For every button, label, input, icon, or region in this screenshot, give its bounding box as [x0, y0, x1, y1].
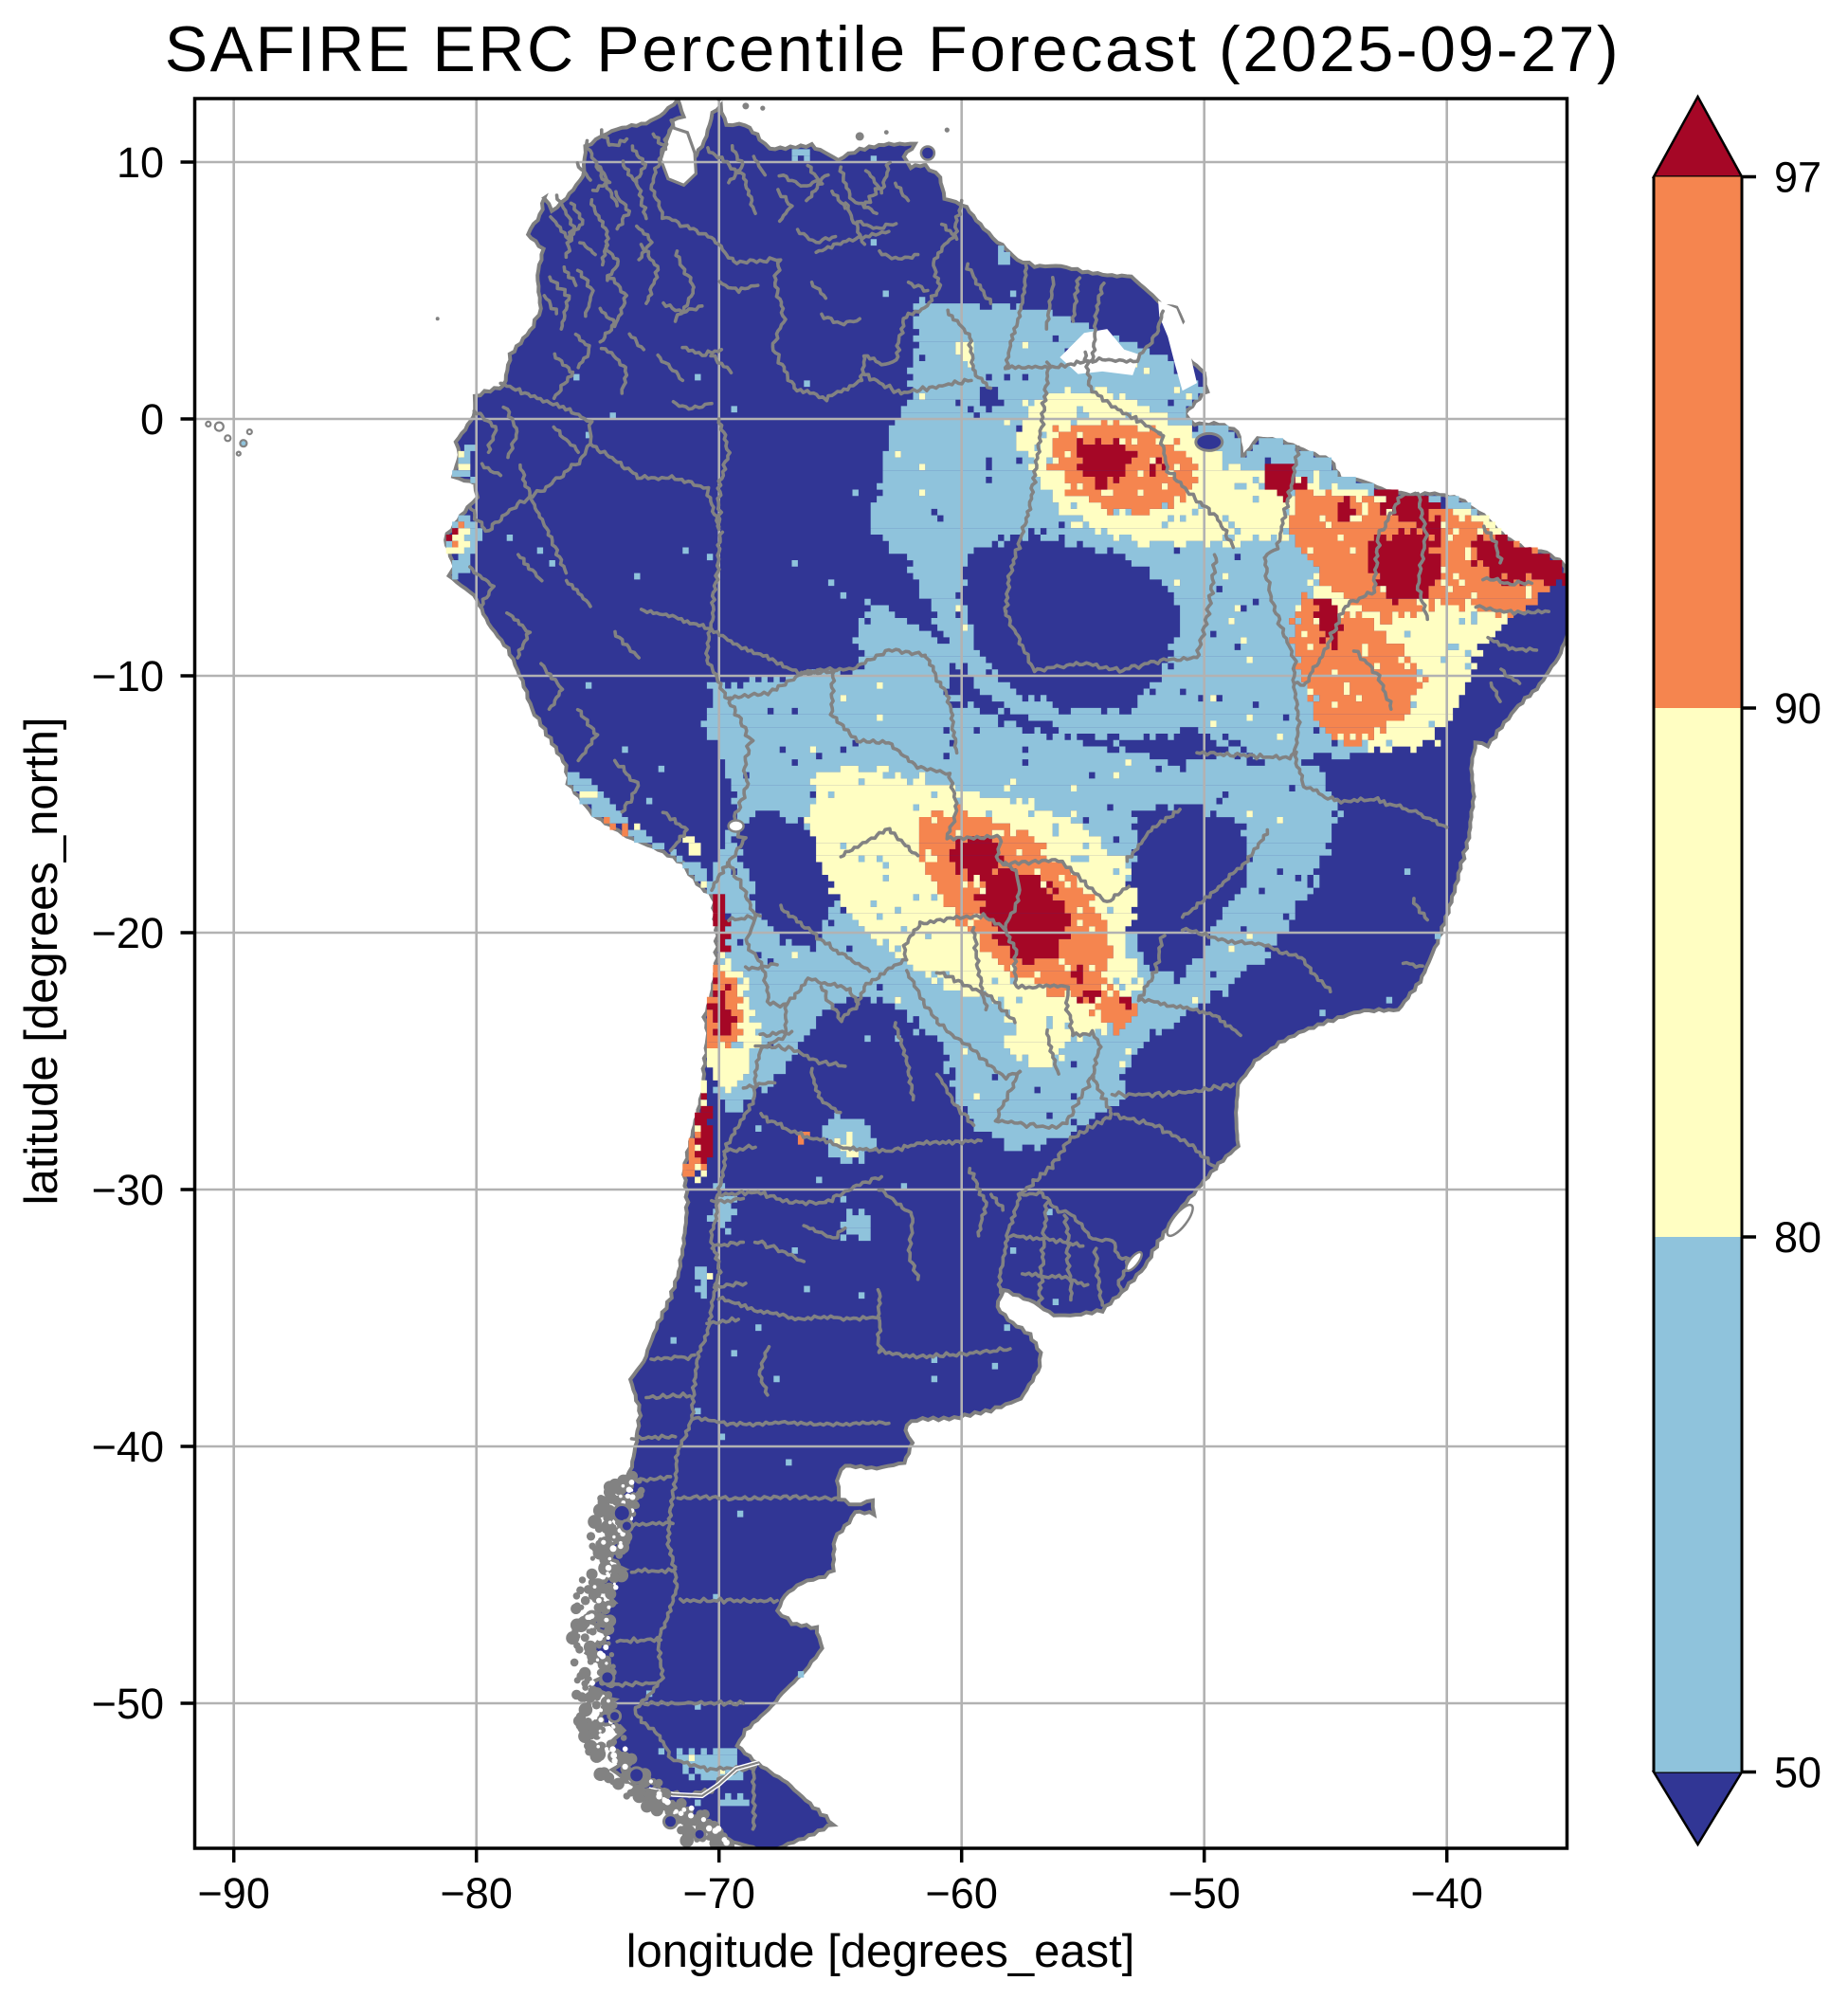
svg-text:−40: −40: [92, 1423, 164, 1471]
svg-text:SAFIRE ERC Percentile Forecast: SAFIRE ERC Percentile Forecast (2025-09-…: [165, 13, 1622, 85]
svg-text:−90: −90: [198, 1869, 270, 1917]
svg-text:latitude [degrees_north]: latitude [degrees_north]: [16, 718, 67, 1206]
svg-text:longitude [degrees_east]: longitude [degrees_east]: [626, 1926, 1135, 1977]
svg-text:−40: −40: [1411, 1869, 1483, 1917]
svg-text:−60: −60: [926, 1869, 998, 1917]
svg-text:−10: −10: [92, 652, 164, 700]
svg-text:97: 97: [1774, 154, 1821, 202]
svg-text:80: 80: [1774, 1213, 1821, 1262]
svg-text:−70: −70: [683, 1869, 755, 1917]
svg-text:−50: −50: [1169, 1869, 1241, 1917]
svg-text:10: 10: [117, 138, 164, 187]
svg-text:−20: −20: [92, 909, 164, 957]
svg-text:−30: −30: [92, 1166, 164, 1214]
svg-text:−80: −80: [441, 1869, 513, 1917]
svg-text:50: 50: [1774, 1749, 1821, 1797]
svg-text:0: 0: [140, 395, 164, 444]
svg-text:−50: −50: [92, 1680, 164, 1728]
svg-text:90: 90: [1774, 684, 1821, 733]
